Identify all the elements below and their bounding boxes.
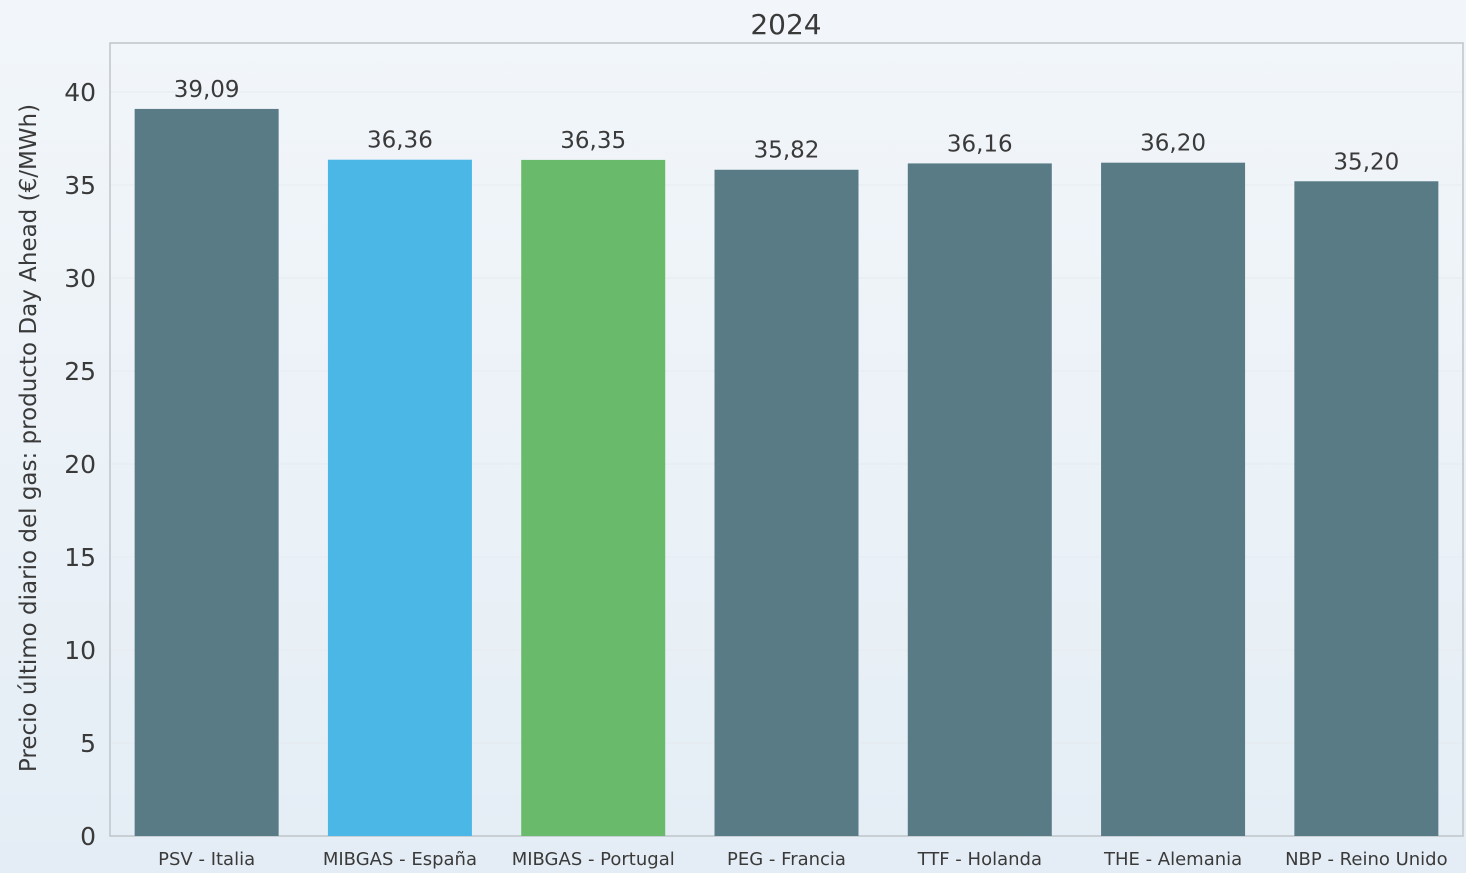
y-tick-label: 25 bbox=[64, 357, 96, 386]
data-label: 35,20 bbox=[1333, 149, 1399, 175]
bar bbox=[327, 159, 472, 837]
y-tick-label: 10 bbox=[64, 636, 96, 665]
bar bbox=[134, 108, 279, 836]
x-tick-label: NBP - Reino Unido bbox=[1285, 849, 1448, 870]
bar bbox=[1101, 162, 1246, 836]
x-tick-label: PSV - Italia bbox=[158, 849, 255, 870]
x-tick-label: TTF - Holanda bbox=[917, 849, 1042, 870]
y-tick-label: 30 bbox=[64, 264, 96, 293]
bar bbox=[521, 159, 666, 836]
x-tick-label: MIBGAS - España bbox=[323, 849, 477, 870]
y-tick-label: 35 bbox=[64, 171, 96, 200]
bar bbox=[907, 163, 1052, 836]
x-axis: PSV - Italia MIBGAS - España MIBGAS - Port… bbox=[158, 849, 1447, 870]
data-label: 36,20 bbox=[1140, 131, 1206, 157]
y-tick-label: 0 bbox=[80, 822, 96, 851]
bar bbox=[714, 169, 859, 837]
chart-title: 2024 bbox=[750, 8, 821, 41]
data-label: 35,82 bbox=[754, 138, 820, 164]
data-labels: 39,09 36,36 36,35 35,82 36,16 36,20 35,20 bbox=[174, 77, 1400, 175]
data-label: 36,16 bbox=[947, 131, 1013, 157]
data-label: 36,35 bbox=[560, 128, 626, 154]
x-tick-label: MIBGAS - Portugal bbox=[512, 849, 675, 870]
x-tick-label: PEG - Francia bbox=[727, 849, 846, 870]
y-axis-label: Precio último diario del gas: producto D… bbox=[16, 104, 42, 772]
y-tick-label: 20 bbox=[64, 450, 96, 479]
bars bbox=[134, 108, 1439, 837]
y-axis: 0 5 10 15 20 25 30 35 40 bbox=[64, 78, 96, 851]
bar bbox=[1294, 181, 1439, 836]
y-tick-label: 40 bbox=[64, 78, 96, 107]
y-tick-label: 15 bbox=[64, 543, 96, 572]
x-tick-label: THE - Alemania bbox=[1103, 849, 1242, 870]
data-label: 36,36 bbox=[367, 128, 433, 154]
y-tick-label: 5 bbox=[80, 729, 96, 758]
data-label: 39,09 bbox=[174, 77, 240, 103]
